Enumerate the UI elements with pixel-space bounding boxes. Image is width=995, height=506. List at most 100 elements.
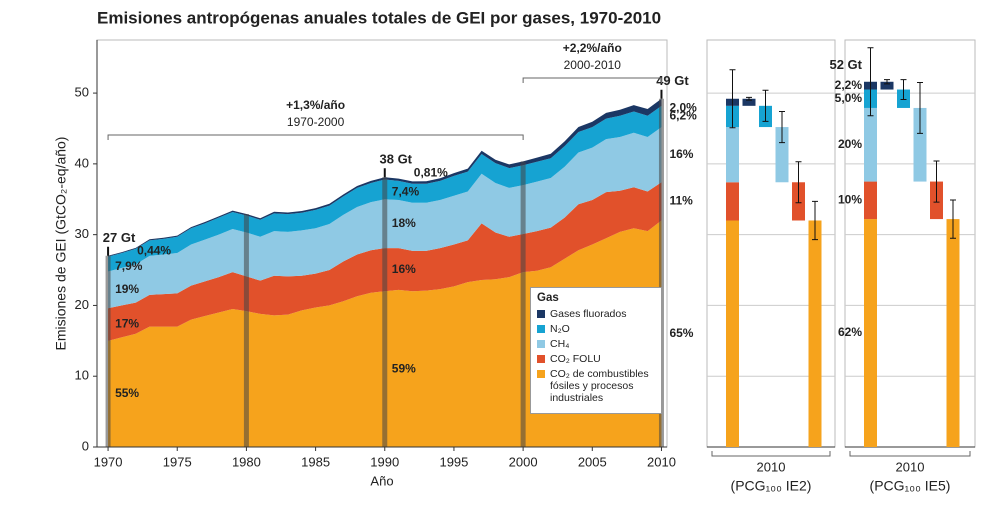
legend-title: Gas	[537, 292, 559, 304]
panel-label: 2010	[896, 459, 925, 474]
legend-swatch	[537, 340, 545, 348]
waterfall-bar	[913, 107, 927, 182]
highlight-year	[382, 177, 388, 447]
share-label: 5,0%	[835, 91, 863, 105]
error-bar	[950, 199, 956, 239]
period-bracket	[107, 134, 524, 140]
highlight-year	[243, 214, 249, 447]
x-tick-label: 1970	[94, 454, 123, 469]
period-rate: +1,3%/año	[286, 98, 345, 112]
highlight-year	[658, 98, 664, 447]
x-tick-label: 2010	[647, 454, 676, 469]
share-label: 0,44%	[137, 243, 171, 257]
error-bar	[812, 200, 818, 241]
legend-item: CO₂ FOLU	[537, 353, 657, 365]
legend-swatch	[537, 310, 545, 318]
waterfall-bar	[742, 98, 756, 106]
y-axis-label: Emisiones de GEI (GtCO₂-eq/año)	[53, 137, 69, 351]
error-bar	[762, 89, 769, 122]
share-label: 65%	[669, 326, 693, 340]
period-label: 2000-2010	[564, 58, 622, 72]
panel-sublabel: (PCG₁₀₀ IE5)	[870, 478, 951, 494]
x-axis-label: Año	[370, 473, 393, 488]
y-tick-label: 40	[75, 155, 89, 170]
share-label: 20%	[838, 137, 862, 151]
waterfall-bar	[880, 81, 894, 90]
total-label: 49 Gt	[656, 73, 689, 88]
y-tick-label: 30	[75, 226, 89, 241]
stacked-segment	[726, 220, 739, 447]
error-bar	[729, 69, 736, 129]
legend-swatch	[537, 355, 545, 363]
y-tick-label: 10	[75, 368, 89, 383]
legend-item: Gases fluorados	[537, 308, 657, 320]
y-tick-label: 20	[75, 297, 89, 312]
share-label: 16%	[392, 262, 416, 276]
legend-swatch	[537, 325, 545, 333]
panel-label: 2010	[757, 459, 786, 474]
legend: Gas Gases fluorados N₂O CH₄ CO₂ FOLU CO₂ de …	[530, 287, 662, 414]
share-label: 62%	[838, 325, 862, 339]
share-label: 16%	[669, 147, 693, 161]
legend-label: CH₄	[550, 338, 570, 350]
error-bar	[884, 79, 890, 85]
panel-sublabel: (PCG₁₀₀ IE2)	[731, 478, 812, 494]
share-label: 19%	[115, 282, 139, 296]
x-tick-label: 1975	[163, 454, 192, 469]
share-label: 10%	[838, 192, 862, 206]
chart-title: Emisiones antropógenas anuales totales d…	[97, 8, 661, 27]
waterfall-bar	[946, 219, 960, 447]
stacked-segment	[864, 181, 877, 220]
error-bar	[917, 81, 923, 134]
stacked-segment	[726, 127, 739, 183]
highlight-year	[520, 161, 526, 447]
error-bar	[933, 160, 940, 203]
x-tick-label: 2000	[509, 454, 538, 469]
x-tick-label: 1995	[439, 454, 468, 469]
legend-label: CO₂ FOLU	[550, 353, 601, 365]
share-label: 7,4%	[392, 185, 420, 199]
share-label: 59%	[392, 361, 416, 375]
error-bar	[779, 110, 785, 144]
share-label: 2,2%	[835, 78, 863, 92]
stacked-segment	[864, 107, 877, 182]
error-bar	[746, 96, 752, 101]
share-label: 55%	[115, 386, 139, 400]
panel-bracket	[711, 451, 831, 457]
legend-swatch	[537, 370, 545, 378]
legend-item: N₂O	[537, 323, 657, 335]
share-label: 2,0%	[669, 100, 697, 114]
error-bar	[867, 47, 874, 117]
total-label: 38 Gt	[380, 152, 413, 167]
error-bar	[795, 161, 802, 204]
y-tick-label: 0	[82, 438, 89, 453]
waterfall-bar	[808, 220, 822, 447]
total-label: 27 Gt	[103, 230, 136, 245]
legend-label: N₂O	[550, 323, 570, 335]
highlight-year	[105, 255, 111, 447]
share-label: 17%	[115, 317, 139, 331]
stacked-segment	[726, 182, 739, 221]
period-bracket	[522, 77, 662, 83]
x-tick-label: 1990	[370, 454, 399, 469]
legend-label: Gases fluorados	[550, 308, 627, 320]
share-label: 11%	[669, 194, 693, 208]
x-tick-label: 1985	[301, 454, 330, 469]
legend-label: CO₂ de combustibles fósiles y procesos i…	[550, 368, 649, 404]
legend-item: CO₂ de combustibles fósiles y procesos i…	[537, 368, 657, 404]
stacked-segment	[864, 219, 877, 447]
x-tick-label: 1980	[232, 454, 261, 469]
total-label: 52 Gt	[829, 57, 862, 72]
legend-item: CH₄	[537, 338, 657, 350]
share-label: 6,2%	[669, 109, 697, 123]
period-label: 1970-2000	[287, 115, 345, 129]
y-tick-label: 50	[75, 85, 89, 100]
share-label: 7,9%	[115, 259, 143, 273]
period-rate: +2,2%/año	[563, 41, 622, 55]
x-tick-label: 2005	[578, 454, 607, 469]
share-label: 18%	[392, 216, 416, 230]
waterfall-bar	[775, 127, 789, 183]
share-label: 0,81%	[414, 166, 448, 180]
